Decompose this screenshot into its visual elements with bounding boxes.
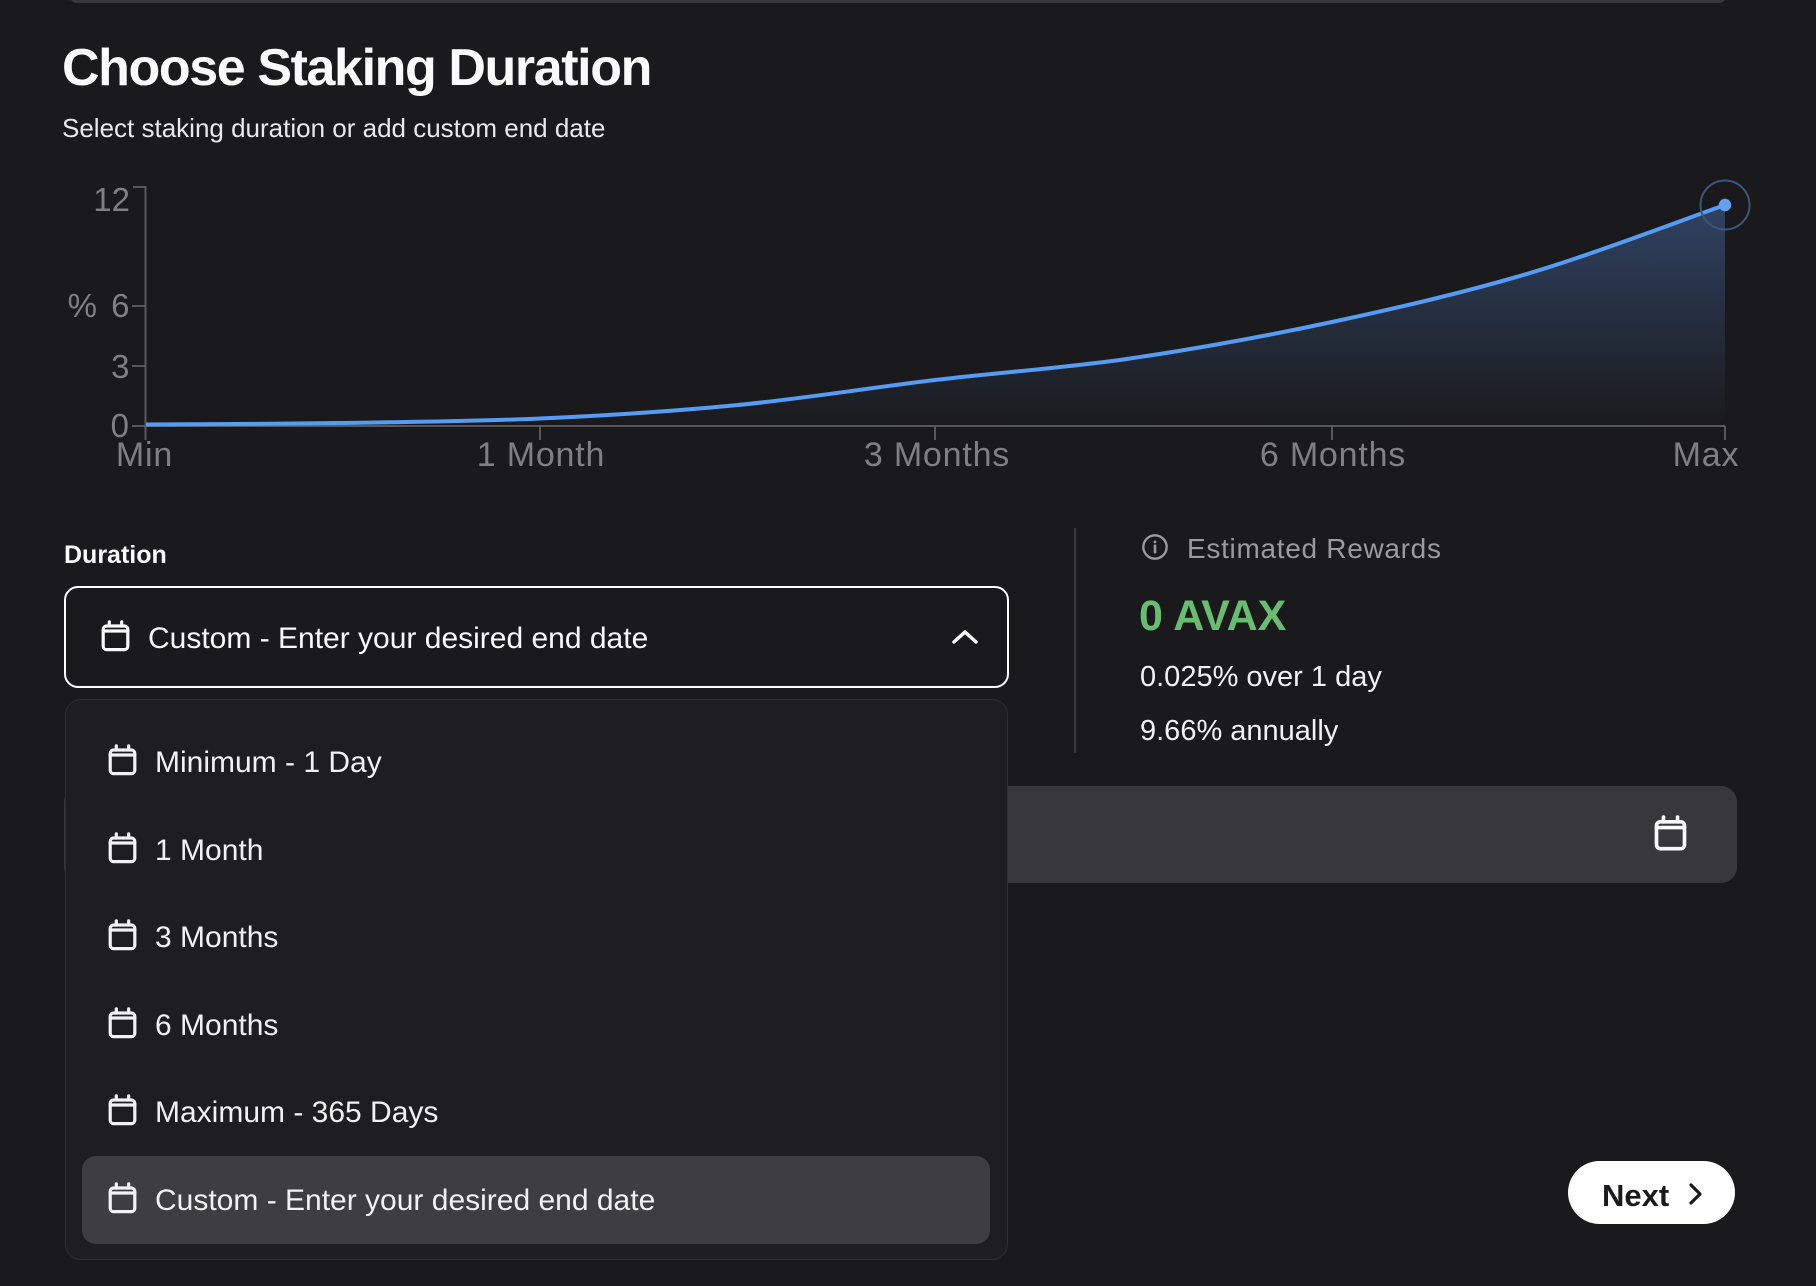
svg-text:6 Months: 6 Months	[1260, 436, 1406, 474]
svg-text:Max: Max	[1673, 436, 1740, 474]
svg-text:6: 6	[111, 287, 129, 324]
svg-text:3: 3	[111, 348, 129, 385]
svg-text:3 Months: 3 Months	[864, 436, 1010, 474]
svg-text:0: 0	[111, 407, 129, 444]
svg-text:Min: Min	[116, 436, 173, 474]
svg-text:%: %	[68, 287, 97, 324]
svg-text:1 Month: 1 Month	[477, 436, 605, 474]
svg-text:12: 12	[93, 181, 130, 218]
